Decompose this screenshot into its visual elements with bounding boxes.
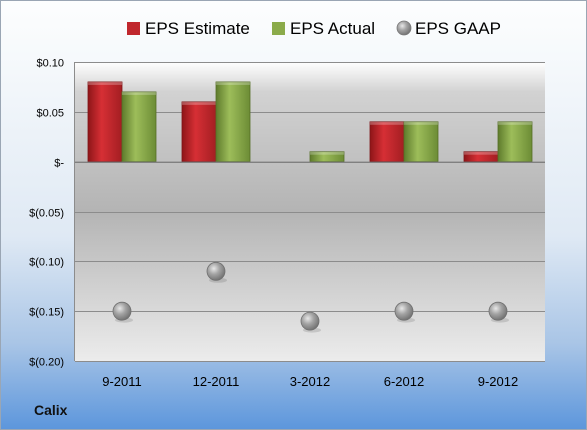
legend-actual-label: EPS Actual — [290, 19, 375, 38]
actual-bar-highlight — [122, 91, 156, 95]
actual-bar — [497, 121, 533, 163]
estimate-bar — [87, 81, 123, 163]
x-tick-label: 3-2012 — [290, 374, 330, 389]
legend-estimate-swatch — [127, 22, 140, 35]
gaap-marker — [300, 311, 320, 331]
estimate-bar-highlight — [182, 101, 216, 105]
y-tick-label: $(0.05) — [29, 208, 64, 220]
y-axis: $0.10 $0.05 $- $(0.05) $(0.10) $(0.15) $(0.20) — [29, 58, 75, 369]
actual-bar — [121, 91, 157, 163]
legend-actual-swatch — [272, 22, 285, 35]
x-axis: 9-2011 12-2011 3-2012 6-2012 9-2012 — [102, 374, 518, 389]
estimate-bar-highlight — [88, 81, 122, 85]
x-tick-label: 9-2012 — [478, 374, 518, 389]
y-tick-label: $0.10 — [36, 58, 64, 70]
actual-bar-highlight — [404, 121, 438, 125]
actual-bar — [215, 81, 251, 163]
actual-bar — [309, 151, 345, 163]
gaap-marker — [488, 301, 508, 321]
x-tick-label: 6-2012 — [384, 374, 424, 389]
y-tick-label: $(0.15) — [29, 307, 64, 319]
gaap-markers — [112, 261, 509, 333]
gaap-marker — [206, 261, 226, 281]
bars — [75, 81, 545, 163]
x-tick-label: 9-2011 — [102, 374, 142, 389]
actual-bar-highlight — [310, 151, 344, 155]
estimate-bar-highlight — [464, 151, 498, 155]
legend-estimate-label: EPS Estimate — [145, 19, 250, 38]
estimate-bar — [181, 101, 217, 163]
y-tick-label: $(0.10) — [29, 257, 64, 269]
y-tick-label: $(0.20) — [29, 357, 64, 369]
legend-gaap-label: EPS GAAP — [415, 19, 501, 38]
estimate-bar-highlight — [370, 121, 404, 125]
y-tick-label: $0.05 — [36, 108, 64, 120]
estimate-bar — [369, 121, 405, 163]
actual-bar-highlight — [498, 121, 532, 125]
legend-gaap-marker — [396, 20, 412, 36]
gaap-marker — [112, 301, 132, 321]
y-tick-label: $- — [54, 158, 64, 170]
actual-bar — [403, 121, 439, 163]
actual-bar-highlight — [216, 81, 250, 85]
x-tick-label: 12-2011 — [193, 374, 240, 389]
legend: EPS Estimate EPS Actual EPS GAAP — [127, 19, 501, 38]
company-name: Calix — [34, 402, 68, 418]
gaap-marker — [394, 301, 414, 321]
